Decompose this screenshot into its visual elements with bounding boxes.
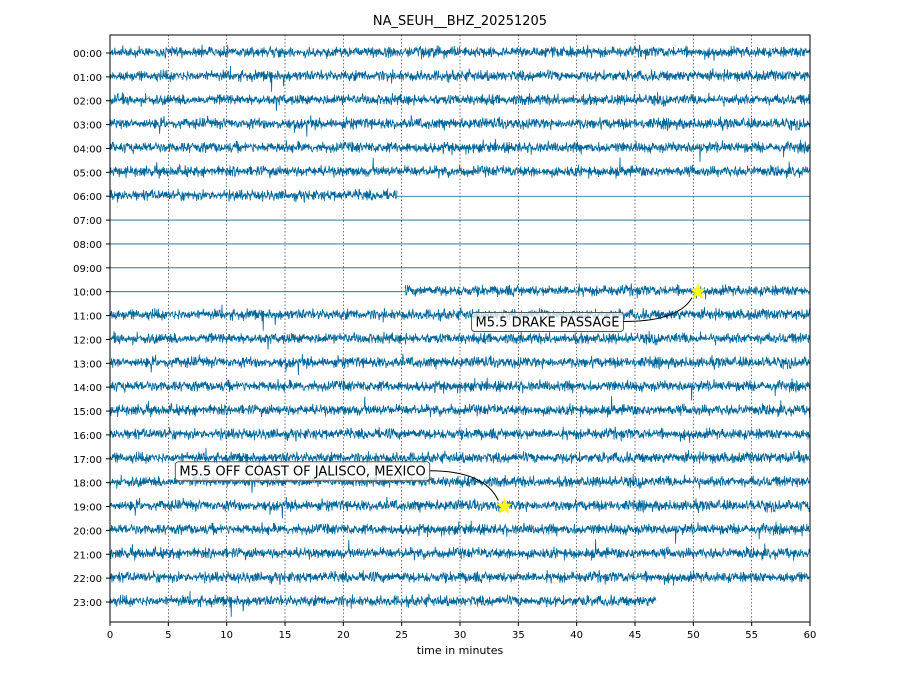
y-tick-label: 07:00 [73, 216, 102, 227]
x-tick-label: 50 [687, 630, 700, 641]
trace-data-segment [109, 188, 398, 203]
event-star-marker [496, 497, 513, 514]
trace-data-segment [109, 157, 811, 179]
trace-data-segment [404, 283, 811, 300]
y-tick-label: 19:00 [73, 503, 102, 514]
traces [109, 44, 811, 618]
trace-data-segment [109, 377, 811, 401]
trace-data-segment [109, 426, 811, 443]
x-tick-label: 60 [804, 630, 817, 641]
trace-data-segment [109, 447, 811, 474]
trace-data-segment [109, 353, 811, 376]
x-tick-label: 40 [570, 630, 583, 641]
x-tick-label: 30 [454, 630, 467, 641]
y-tick-label: 05:00 [73, 168, 102, 179]
y-tick-label: 13:00 [73, 359, 102, 370]
y-tick-label: 11:00 [73, 312, 102, 323]
y-tick-label: 09:00 [73, 264, 102, 275]
event-annotation: M5.5 DRAKE PASSAGE [471, 282, 707, 333]
x-tick-label: 15 [279, 630, 292, 641]
trace-data-segment [109, 138, 811, 162]
trace-data-segment [109, 591, 657, 618]
x-tick-label: 0 [107, 630, 113, 641]
x-tick-label: 55 [745, 630, 758, 641]
trace-data-segment [109, 520, 811, 544]
event-annotation: M5.5 OFF COAST OF JALISCO, MEXICO [174, 461, 513, 514]
y-tick-label: 17:00 [73, 455, 102, 466]
y-tick-label: 02:00 [73, 97, 102, 108]
x-tick-label: 25 [395, 630, 408, 641]
y-tick-labels: 00:00 01:00 02:00 03:00 04:00 05:00 06:00 07:00… [73, 49, 110, 609]
event-label: M5.5 DRAKE PASSAGE [476, 316, 620, 331]
y-tick-label: 04:00 [73, 144, 102, 155]
trace-data-segment [109, 65, 811, 92]
event-star-marker [689, 282, 707, 299]
y-tick-label: 03:00 [73, 121, 102, 132]
x-tick-label: 35 [512, 630, 525, 641]
y-tick-label: 01:00 [73, 73, 102, 84]
x-tick-label: 45 [629, 630, 642, 641]
trace-data-segment [109, 330, 811, 350]
y-tick-label: 16:00 [73, 431, 102, 442]
trace-data-segment [109, 396, 811, 418]
x-tick-labels: 0 5 10 15 20 25 30 35 40 45 50 55 60 [107, 622, 817, 641]
y-tick-label: 08:00 [73, 240, 102, 251]
y-tick-label: 21:00 [73, 550, 102, 561]
x-tick-label: 5 [165, 630, 171, 641]
event-label: M5.5 OFF COAST OF JALISCO, MEXICO [179, 465, 425, 480]
x-tick-label: 10 [220, 630, 233, 641]
trace-data-segment [109, 539, 811, 561]
plot-frame [109, 34, 811, 623]
y-tick-label: 00:00 [73, 49, 102, 60]
y-tick-label: 14:00 [73, 383, 102, 394]
y-tick-label: 22:00 [73, 574, 102, 585]
y-tick-label: 15:00 [73, 407, 102, 418]
x-axis-label: time in minutes [417, 644, 504, 657]
trace-data-segment [109, 115, 811, 137]
trace-data-segment [109, 92, 811, 111]
trace-data-segment [109, 44, 811, 61]
trace-data-segment [109, 497, 811, 519]
chart-title: NA_SEUH__BHZ_20251205 [373, 14, 547, 29]
x-tick-label: 20 [337, 630, 350, 641]
event-arrow [623, 297, 693, 323]
y-tick-label: 12:00 [73, 335, 102, 346]
y-tick-label: 18:00 [73, 479, 102, 490]
y-tick-label: 20:00 [73, 526, 102, 537]
event-arrow [429, 470, 499, 501]
trace-data-segment [109, 304, 811, 331]
y-tick-label: 10:00 [73, 288, 102, 299]
y-tick-label: 06:00 [73, 192, 102, 203]
y-tick-label: 23:00 [73, 598, 102, 609]
event-annotations: M5.5 DRAKE PASSAGE M5.5 OFF COAST OF JALI… [174, 282, 707, 514]
trace-data-segment [109, 569, 811, 586]
